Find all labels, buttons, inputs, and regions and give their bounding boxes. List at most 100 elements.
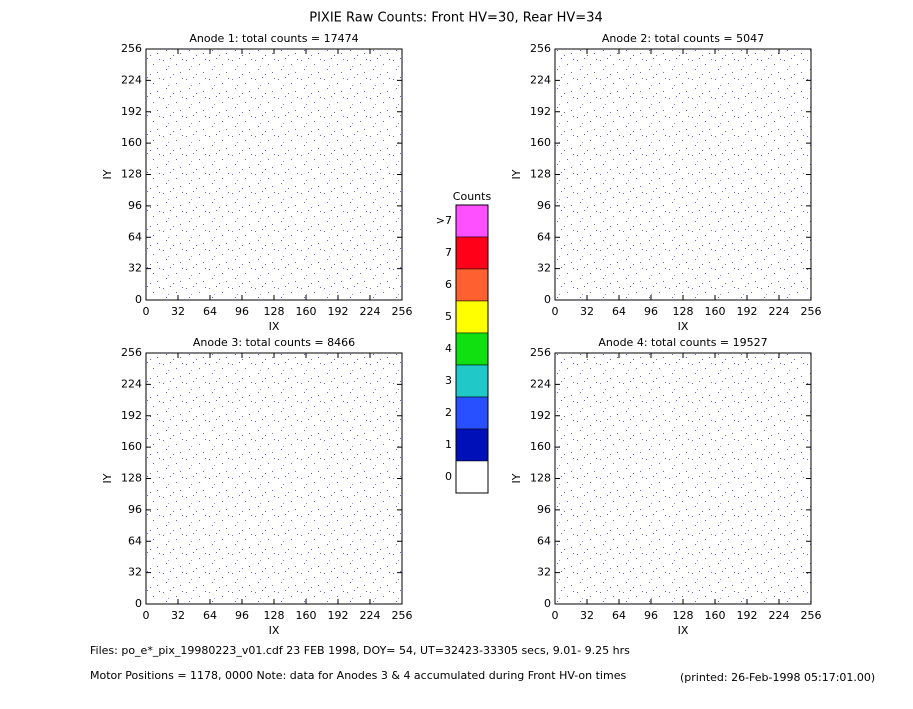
y-tick-label: 160 — [530, 440, 551, 453]
x-tick-label: 64 — [203, 609, 217, 622]
colorbar-label: 5 — [445, 310, 452, 323]
y-tick-label: 32 — [128, 566, 142, 579]
colorbar-cell — [455, 300, 489, 334]
x-tick-label: 0 — [143, 609, 150, 622]
x-tick-label: 64 — [203, 305, 217, 318]
x-tick-label: 0 — [552, 609, 559, 622]
footer-line: Motor Positions = 1178, 0000 Note: data … — [90, 669, 626, 682]
x-tick-label: 160 — [296, 609, 317, 622]
x-tick-label: 96 — [644, 305, 658, 318]
y-tick-label: 96 — [128, 503, 142, 516]
x-tick-label: 96 — [644, 609, 658, 622]
panel-title: Anode 3: total counts = 8466 — [193, 336, 355, 349]
x-tick-label: 128 — [264, 305, 285, 318]
x-axis-label: IX — [269, 624, 280, 637]
y-axis-label: IY — [101, 473, 114, 483]
y-tick-label: 32 — [537, 262, 551, 275]
x-tick-label: 224 — [360, 305, 381, 318]
panel-title: Anode 2: total counts = 5047 — [602, 32, 764, 45]
y-tick-label: 224 — [121, 73, 142, 86]
y-tick-label: 0 — [544, 597, 551, 610]
y-tick-label: 0 — [544, 293, 551, 306]
y-tick-label: 192 — [530, 105, 551, 118]
colorbar-label: 1 — [445, 438, 452, 451]
colorbar-cell — [455, 332, 489, 366]
y-tick-label: 128 — [121, 472, 142, 485]
footer-line: Files: po_e*_pix_19980223_v01.cdf 23 FEB… — [90, 644, 630, 657]
y-tick-label: 64 — [128, 534, 142, 547]
x-tick-label: 64 — [612, 609, 626, 622]
noise-texture — [555, 49, 811, 300]
y-tick-label: 128 — [530, 472, 551, 485]
noise-texture — [146, 353, 402, 604]
x-tick-label: 32 — [580, 609, 594, 622]
y-tick-label: 160 — [121, 440, 142, 453]
colorbar-label: 2 — [445, 406, 452, 419]
y-tick-label: 128 — [530, 168, 551, 181]
y-tick-label: 128 — [121, 168, 142, 181]
x-tick-label: 224 — [769, 609, 790, 622]
noise-texture — [146, 49, 402, 300]
x-axis-label: IX — [678, 624, 689, 637]
colorbar-label: 0 — [445, 470, 452, 483]
noise-texture — [555, 353, 811, 604]
y-tick-label: 256 — [530, 42, 551, 55]
colorbar-label: 6 — [445, 278, 452, 291]
colorbar-cell — [455, 204, 489, 238]
y-tick-label: 256 — [121, 42, 142, 55]
colorbar-cell — [455, 396, 489, 430]
y-tick-label: 64 — [537, 230, 551, 243]
x-tick-label: 192 — [328, 609, 349, 622]
y-tick-label: 256 — [530, 346, 551, 359]
x-tick-label: 256 — [801, 609, 822, 622]
x-tick-label: 32 — [171, 609, 185, 622]
x-axis-label: IX — [269, 320, 280, 333]
y-tick-label: 96 — [537, 199, 551, 212]
panel-title: Anode 1: total counts = 17474 — [189, 32, 358, 45]
x-tick-label: 128 — [264, 609, 285, 622]
x-tick-label: 128 — [673, 305, 694, 318]
y-tick-label: 160 — [530, 136, 551, 149]
x-tick-label: 96 — [235, 609, 249, 622]
y-tick-label: 0 — [135, 293, 142, 306]
x-tick-label: 96 — [235, 305, 249, 318]
x-tick-label: 192 — [737, 305, 758, 318]
colorbar-label: 4 — [445, 342, 452, 355]
colorbar-label: 3 — [445, 374, 452, 387]
x-tick-label: 192 — [737, 609, 758, 622]
y-tick-label: 256 — [121, 346, 142, 359]
y-tick-label: 192 — [121, 105, 142, 118]
colorbar-label: 7 — [445, 246, 452, 259]
x-tick-label: 160 — [705, 609, 726, 622]
y-tick-label: 192 — [121, 409, 142, 422]
x-tick-label: 128 — [673, 609, 694, 622]
y-tick-label: 224 — [121, 377, 142, 390]
colorbar-frame — [455, 204, 489, 494]
footer-line: (printed: 26-Feb-1998 05:17:01.00) — [680, 671, 875, 684]
x-tick-label: 160 — [296, 305, 317, 318]
y-tick-label: 0 — [135, 597, 142, 610]
y-axis-label: IY — [510, 169, 523, 179]
x-tick-label: 256 — [392, 305, 413, 318]
x-tick-label: 0 — [552, 305, 559, 318]
x-tick-label: 32 — [171, 305, 185, 318]
x-tick-label: 256 — [801, 305, 822, 318]
y-axis-label: IY — [101, 169, 114, 179]
colorbar-cell — [455, 428, 489, 462]
colorbar-title: Counts — [453, 190, 492, 203]
y-tick-label: 224 — [530, 377, 551, 390]
y-tick-label: 32 — [128, 262, 142, 275]
x-tick-label: 32 — [580, 305, 594, 318]
x-axis-label: IX — [678, 320, 689, 333]
colorbar-label: >7 — [436, 214, 452, 227]
y-tick-label: 64 — [128, 230, 142, 243]
colorbar-cell — [455, 460, 489, 494]
y-tick-label: 160 — [121, 136, 142, 149]
y-tick-label: 224 — [530, 73, 551, 86]
page-title: PIXIE Raw Counts: Front HV=30, Rear HV=3… — [309, 11, 603, 26]
y-tick-label: 192 — [530, 409, 551, 422]
x-tick-label: 256 — [392, 609, 413, 622]
colorbar-cell — [455, 268, 489, 302]
